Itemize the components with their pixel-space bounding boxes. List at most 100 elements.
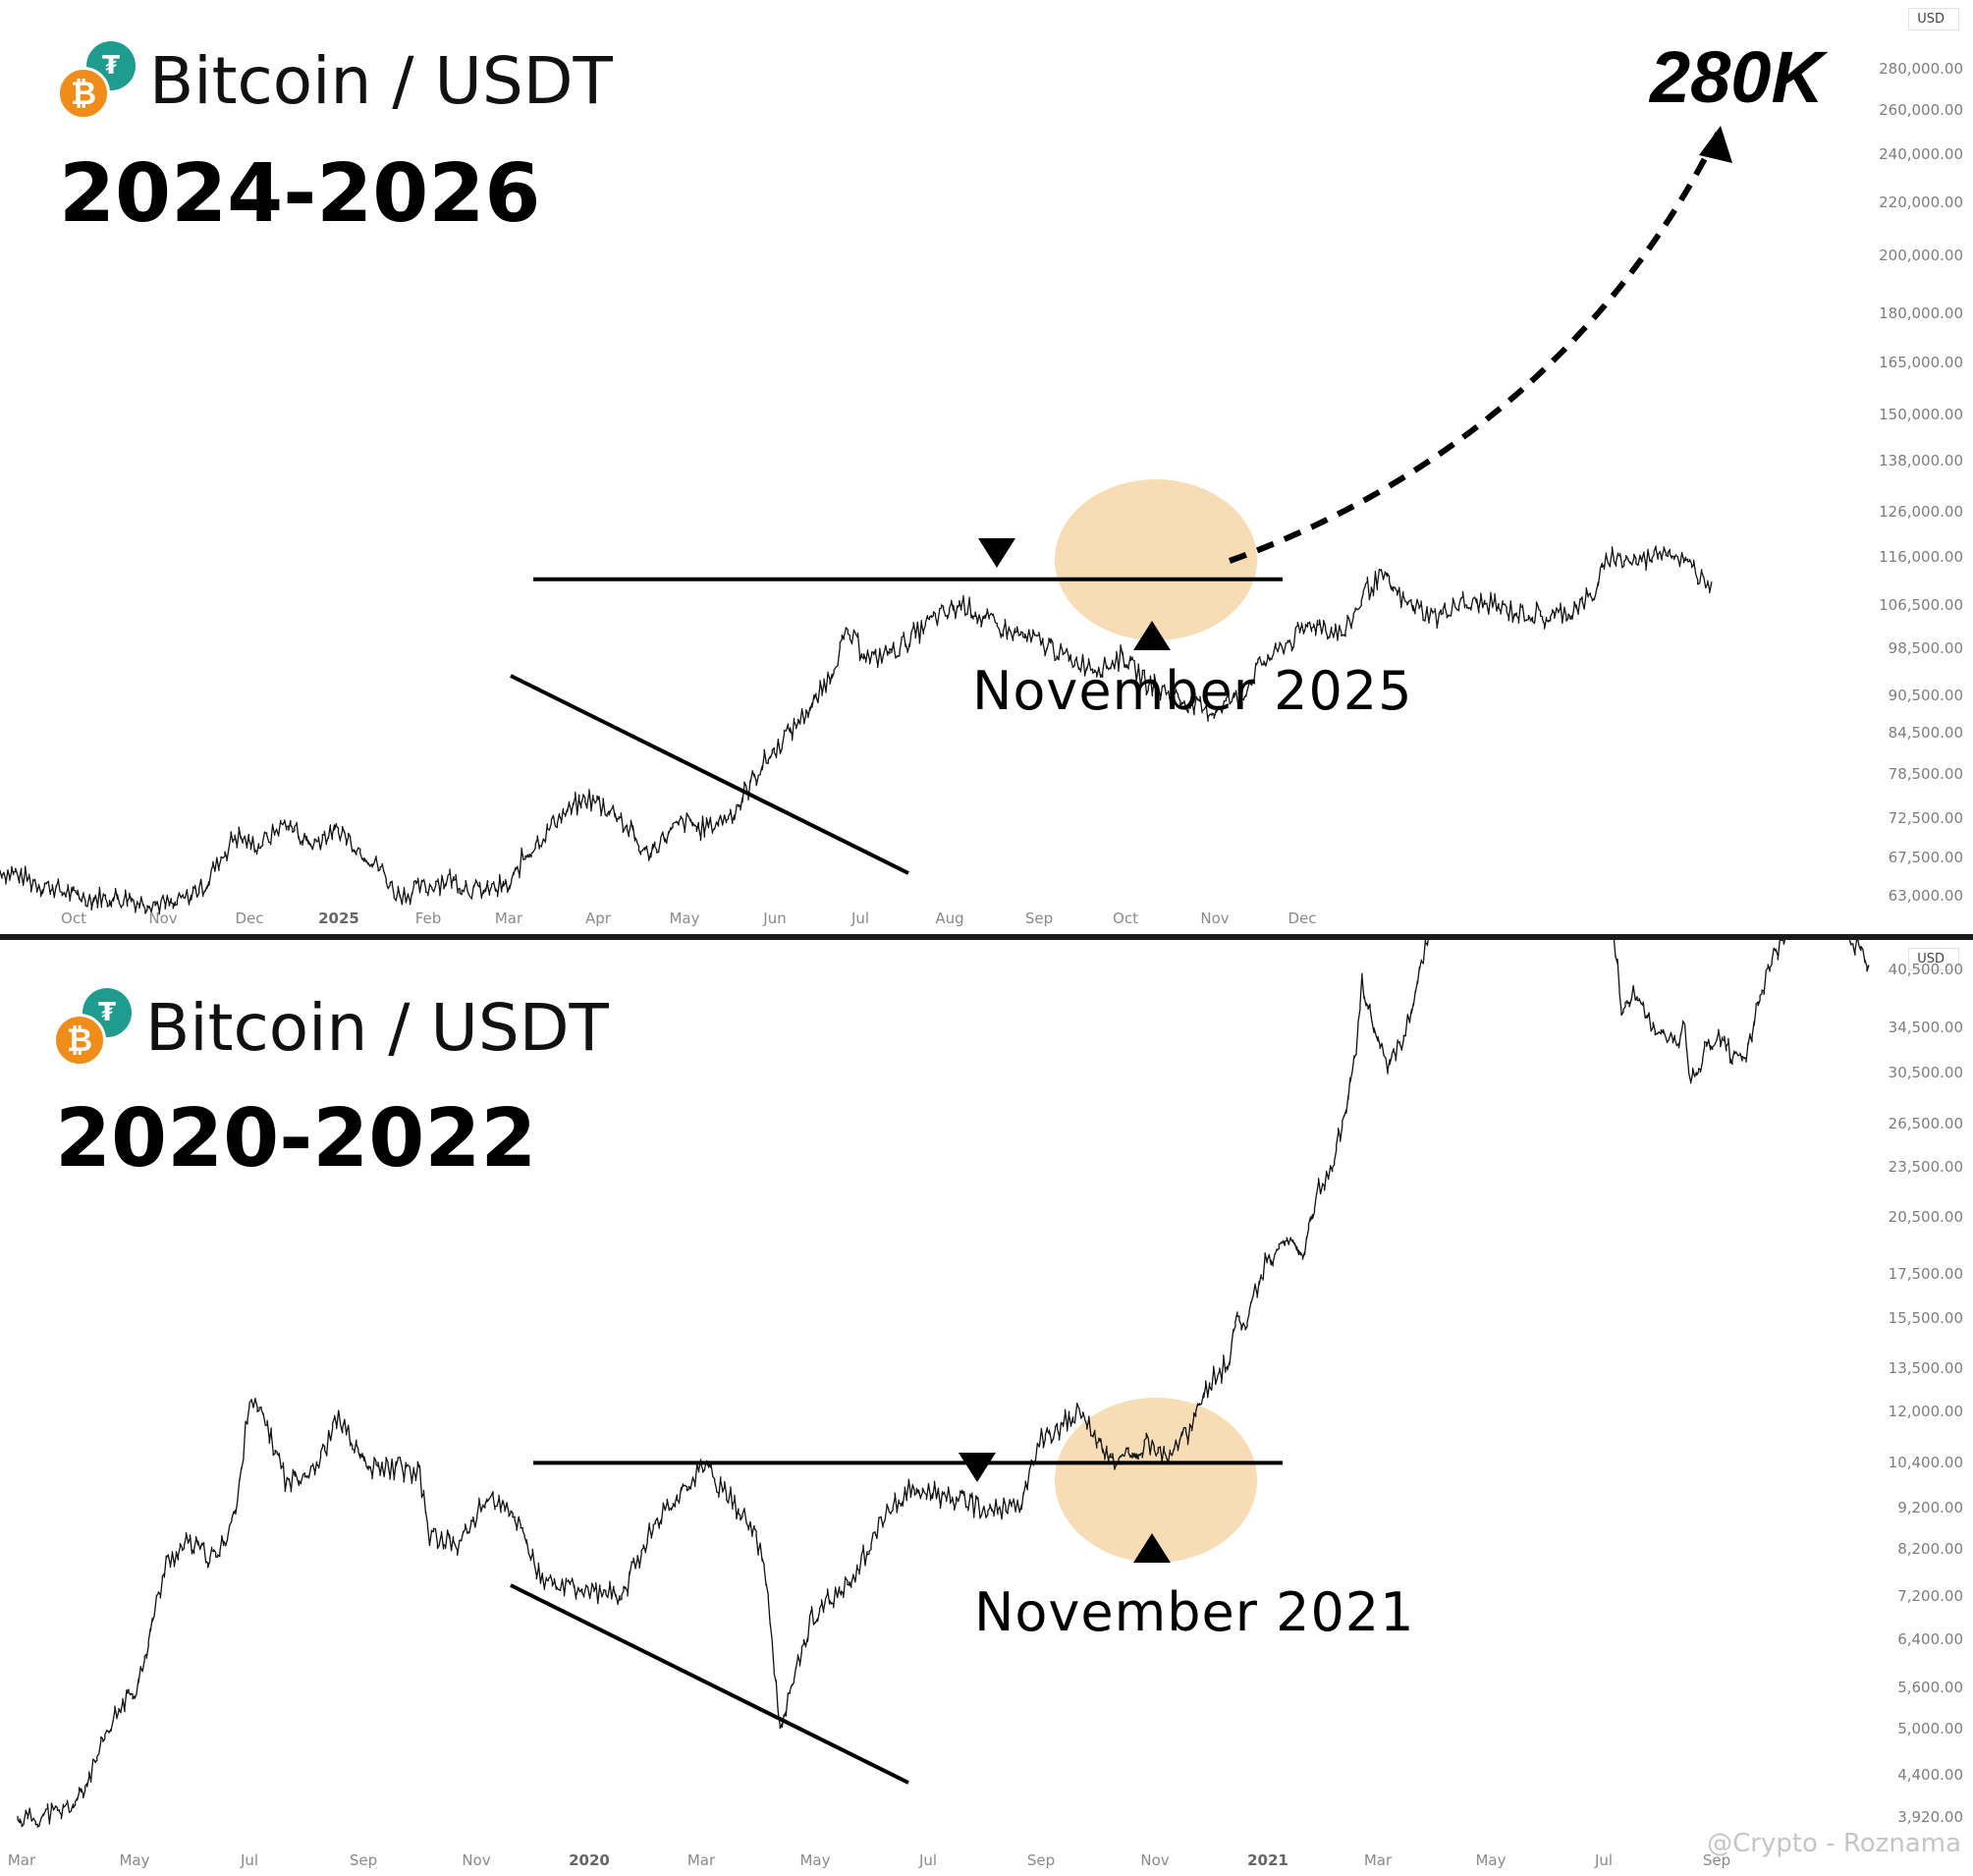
price-tick-label: 72,500.00 (1888, 808, 1963, 827)
retest-marker-icon (1133, 1533, 1171, 1563)
price-tick-label: 240,000.00 (1879, 145, 1963, 163)
price-tick-label: 34,500.00 (1888, 1019, 1963, 1037)
consolidation-highlight (1055, 479, 1257, 640)
price-tick-label: 10,400.00 (1888, 1454, 1963, 1472)
price-tick-label: 280,000.00 (1879, 60, 1963, 78)
time-tick-label: Apr (585, 910, 611, 927)
chart-panel-2020-2022: ₮ ₿ Bitcoin / USDT 2020-2022 November 20… (0, 940, 1973, 1876)
time-tick-label: May (669, 910, 700, 927)
price-tick-label: 9,200.00 (1897, 1498, 1963, 1517)
time-tick-label: May (119, 1851, 150, 1869)
price-tick-label: 6,400.00 (1897, 1629, 1963, 1648)
watermark: @Crypto - Roznama (1707, 1829, 1961, 1858)
support-trendline (510, 1583, 909, 1785)
price-series-line (0, 545, 1713, 915)
price-tick-label: 4,400.00 (1897, 1766, 1963, 1785)
bitcoin-icon: ₿ (53, 1014, 106, 1067)
price-tick-label: 20,500.00 (1888, 1207, 1963, 1226)
chart-header: ₮ ₿ Bitcoin / USDT (57, 41, 613, 120)
support-trendline (510, 674, 909, 875)
price-tick-label: 200,000.00 (1879, 246, 1963, 264)
price-tick-label: 15,500.00 (1888, 1308, 1963, 1327)
time-tick-label: Jul (240, 1851, 259, 1869)
breakout-date-label: November 2021 (974, 1581, 1415, 1643)
price-series-line (17, 940, 1870, 1828)
time-tick-label: Sep (1024, 910, 1054, 927)
time-tick-label: Jul (918, 1851, 938, 1869)
rejection-marker-icon (978, 538, 1015, 568)
price-tick-label: 63,000.00 (1888, 887, 1963, 905)
price-tick-label: 180,000.00 (1879, 304, 1963, 323)
price-tick-label: 106,500.00 (1879, 595, 1963, 614)
price-tick-label: 98,500.00 (1888, 638, 1963, 657)
price-tick-label: 67,500.00 (1888, 849, 1963, 867)
time-tick-label: Mar (494, 910, 523, 927)
time-tick-label: 2025 (318, 910, 359, 927)
time-tick-label: Jul (1594, 1851, 1614, 1869)
price-tick-label: 116,000.00 (1879, 548, 1963, 567)
currency-unit-badge: USD (1908, 948, 1959, 970)
breakout-date-label: November 2025 (972, 660, 1413, 722)
price-tick-label: 5,600.00 (1897, 1679, 1963, 1697)
price-target-label: 280K (1650, 36, 1824, 118)
price-tick-label: 3,920.00 (1897, 1808, 1963, 1826)
period-label: 2024-2026 (59, 147, 541, 241)
time-tick-label: Sep (349, 1851, 378, 1869)
time-tick-label: Jul (850, 910, 870, 927)
time-tick-label: Sep (1702, 1851, 1731, 1869)
time-tick-label: Aug (935, 910, 964, 927)
projection-arrow (1228, 126, 1724, 564)
price-tick-label: 17,500.00 (1888, 1265, 1963, 1284)
retest-marker-icon (1133, 621, 1171, 650)
price-tick-label: 138,000.00 (1879, 452, 1963, 470)
price-tick-label: 40,500.00 (1888, 961, 1963, 978)
time-tick-label: Mar (7, 1851, 36, 1869)
period-label: 2020-2022 (55, 1092, 537, 1186)
time-tick-label: Nov (148, 910, 178, 927)
price-tick-label: 7,200.00 (1897, 1587, 1963, 1606)
price-chart-2024-2026 (0, 126, 1732, 915)
time-tick-label: 2020 (569, 1851, 610, 1869)
bitcoin-icon: ₿ (57, 67, 110, 120)
time-tick-label: Nov (462, 1851, 491, 1869)
btc-usdt-logo-icon: ₮ ₿ (53, 988, 132, 1067)
price-tick-label: 13,500.00 (1888, 1359, 1963, 1377)
price-tick-label: 12,000.00 (1888, 1402, 1963, 1420)
price-tick-label: 220,000.00 (1879, 193, 1963, 212)
price-tick-label: 90,500.00 (1888, 686, 1963, 704)
price-tick-label: 150,000.00 (1879, 406, 1963, 424)
price-tick-label: 78,500.00 (1888, 764, 1963, 783)
time-tick-label: Jun (763, 910, 787, 927)
time-tick-label: Oct (1113, 910, 1138, 927)
price-tick-label: 23,500.00 (1888, 1158, 1963, 1177)
time-tick-label: Sep (1026, 1851, 1056, 1869)
time-tick-label: Mar (1363, 1851, 1393, 1869)
time-tick-label: Dec (1288, 910, 1317, 927)
chart-header: ₮ ₿ Bitcoin / USDT (53, 988, 609, 1067)
price-tick-label: 260,000.00 (1879, 100, 1963, 119)
pair-title: Bitcoin / USDT (149, 42, 613, 119)
chart-panel-2024-2026: ₮ ₿ Bitcoin / USDT 2024-2026 280K Novemb… (0, 8, 1963, 927)
panel-divider (0, 934, 1973, 940)
pair-title: Bitcoin / USDT (145, 989, 609, 1066)
price-chart-2020-2022 (17, 940, 1870, 1828)
btc-usdt-logo-icon: ₮ ₿ (57, 41, 136, 120)
time-tick-label: 2021 (1247, 1851, 1288, 1869)
time-tick-label: Dec (235, 910, 264, 927)
price-tick-label: 84,500.00 (1888, 724, 1963, 743)
time-tick-label: May (799, 1851, 831, 1869)
price-tick-label: 165,000.00 (1879, 353, 1963, 371)
rejection-marker-icon (959, 1453, 996, 1482)
price-tick-label: 30,500.00 (1888, 1063, 1963, 1081)
time-tick-label: Oct (61, 910, 86, 927)
time-tick-label: Nov (1140, 1851, 1170, 1869)
time-tick-label: Nov (1200, 910, 1230, 927)
price-tick-label: 26,500.00 (1888, 1114, 1963, 1132)
price-tick-label: 126,000.00 (1879, 502, 1963, 521)
time-tick-label: Feb (414, 910, 442, 927)
price-tick-label: 5,000.00 (1897, 1720, 1963, 1738)
consolidation-highlight (1055, 1398, 1257, 1563)
arrow-head-icon (1699, 126, 1732, 163)
tether-icon: ₮ (86, 41, 136, 90)
time-tick-label: May (1475, 1851, 1507, 1869)
